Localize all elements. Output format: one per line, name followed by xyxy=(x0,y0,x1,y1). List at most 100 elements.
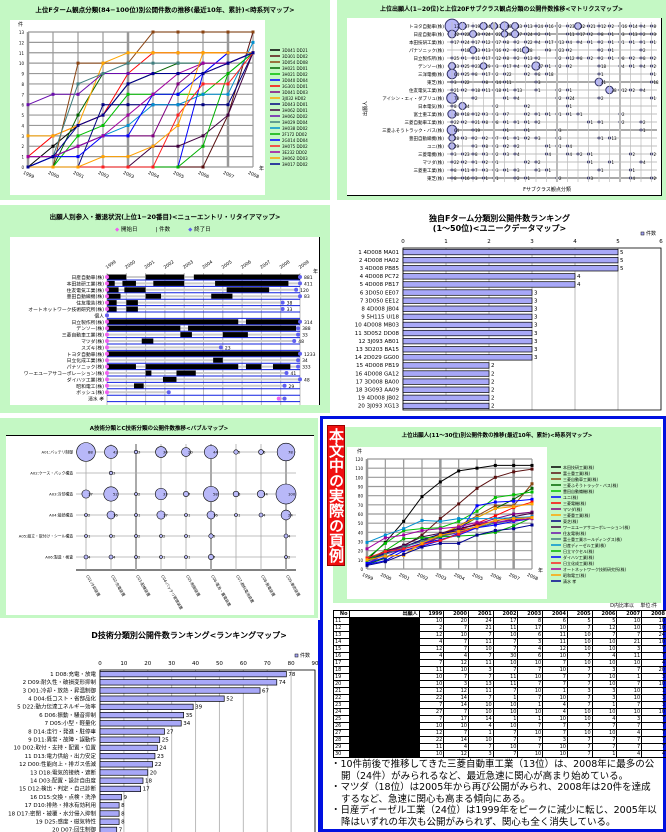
bubble xyxy=(156,510,166,520)
data-point xyxy=(365,540,369,544)
value-label: 3 xyxy=(591,176,594,181)
value-label: 12 xyxy=(486,40,492,45)
category-label: 8 D14:走行・発進・駐停車 xyxy=(28,727,96,735)
end-marker xyxy=(218,345,223,350)
value-label: 3 xyxy=(517,168,520,173)
series-line xyxy=(28,52,254,158)
value-label: 2 xyxy=(559,64,562,69)
value-label: 4 xyxy=(517,152,520,157)
applicant-cell xyxy=(348,666,420,674)
series-line xyxy=(27,52,254,168)
x-tick-label: 2001 xyxy=(72,170,85,180)
end-marker xyxy=(298,275,302,279)
applicant-cell xyxy=(348,638,420,646)
value-label: 12 xyxy=(601,24,607,29)
filing-segment xyxy=(126,306,138,312)
row-label: A02:ケース・パック構造 xyxy=(30,471,73,476)
y-tick-label: 80 xyxy=(358,494,364,499)
data-point xyxy=(51,92,55,96)
data-point xyxy=(493,520,497,524)
value-cell: 10 xyxy=(591,708,618,716)
bubble xyxy=(159,534,163,538)
filing-segment xyxy=(245,364,262,370)
value-cell: 4 xyxy=(542,701,568,709)
bar-value-label: 4 xyxy=(577,274,581,280)
data-point xyxy=(512,470,516,474)
row-label: トヨタ自動車(株) xyxy=(409,23,444,30)
row-label: 日産自動車(株) xyxy=(71,274,104,281)
plot-area: C01:冷却装置 C02:充電装置 C03:配線装置 C04:バッテリ管理装置 C05:… xyxy=(6,435,314,615)
value-cell: 7 xyxy=(542,673,568,681)
column-header: 2003 xyxy=(517,610,544,618)
value-cell: 10 xyxy=(468,701,494,709)
bubble xyxy=(276,442,296,462)
data-point xyxy=(76,165,80,169)
chart-title: A技術分類とC技術分類の公開件数推移<バブルマップ> xyxy=(89,426,229,432)
bar xyxy=(402,394,490,401)
x-tick-label: 2003 xyxy=(122,170,135,180)
column-label: C05:制御装置 xyxy=(185,574,201,597)
x-axis-label: 年 xyxy=(538,567,543,574)
data-point xyxy=(151,61,155,65)
count-label: 29 xyxy=(289,384,295,390)
value-label: 16 xyxy=(496,48,502,53)
chart-title: 独自Fターム分類別公開件数ランキング xyxy=(429,214,570,223)
data-point xyxy=(51,165,55,169)
data-point xyxy=(365,562,369,565)
category-label: 13 D18:電気的接続・遮断 xyxy=(30,768,96,776)
value-cell: 3 xyxy=(591,687,618,695)
applicant-cell xyxy=(348,701,420,709)
value-cell: 3 xyxy=(566,687,593,695)
legend-label: 3E232 DD02 xyxy=(282,150,308,155)
end-marker xyxy=(282,396,287,401)
value-label: 2 xyxy=(633,88,636,93)
value-label: 13 xyxy=(528,56,534,61)
x-tick-label: 2008 xyxy=(247,170,260,180)
data-point xyxy=(151,72,155,76)
value-cell: 7 xyxy=(517,694,544,702)
legend-label: 3D301 DD02 xyxy=(282,54,308,59)
column-label: C09:車両装置 xyxy=(285,574,301,597)
rank-cell: 24 xyxy=(333,708,350,716)
value-cell: 4 xyxy=(542,708,568,716)
category-label: 5 D22:動力伝達エネルギー効率 xyxy=(17,703,96,711)
value-label: 1 xyxy=(549,32,552,37)
value-label: 8 xyxy=(496,120,499,125)
value-label: 2 xyxy=(622,112,625,117)
column-header: 2005 xyxy=(566,610,593,618)
value-label: 41 xyxy=(601,80,607,85)
bubble-value-label: 16 xyxy=(113,513,118,518)
bubble xyxy=(108,470,114,476)
bar xyxy=(99,703,194,711)
data-point xyxy=(402,537,406,541)
data-point xyxy=(475,466,479,470)
bubble-value-label: 2 xyxy=(288,555,291,560)
value-label: 1 xyxy=(528,128,531,133)
data-point xyxy=(251,30,255,34)
value-cell: 21 xyxy=(468,624,494,632)
value-cell: 7 xyxy=(443,673,469,681)
count-label: 48 xyxy=(304,377,310,383)
end-marker xyxy=(166,390,171,395)
data-point xyxy=(420,538,424,542)
value-label: 1 xyxy=(591,40,594,45)
applicant-cell xyxy=(348,750,420,758)
bubble-value-label: 1 xyxy=(238,513,241,518)
bar-value-label: 8 xyxy=(121,811,125,817)
value-cell: 10 xyxy=(443,631,469,639)
value-label: 2 xyxy=(591,56,594,61)
value-cell: 7 xyxy=(616,736,643,744)
data-point xyxy=(530,523,534,527)
data-point xyxy=(76,92,80,96)
value-cell: 10 xyxy=(517,729,544,737)
table-row: 20 10 3 13 11 7 7 7 10 7 10 xyxy=(333,680,666,688)
value-label: 2 xyxy=(559,88,562,93)
bar-value-label: 27 xyxy=(167,729,174,735)
value-label: 2 xyxy=(643,48,646,53)
filing-segment xyxy=(107,364,136,370)
data-point xyxy=(51,155,55,159)
data-point xyxy=(101,113,105,117)
value-cell: 30 xyxy=(492,652,519,660)
data-point xyxy=(76,113,80,117)
value-label: 1 xyxy=(475,160,478,165)
